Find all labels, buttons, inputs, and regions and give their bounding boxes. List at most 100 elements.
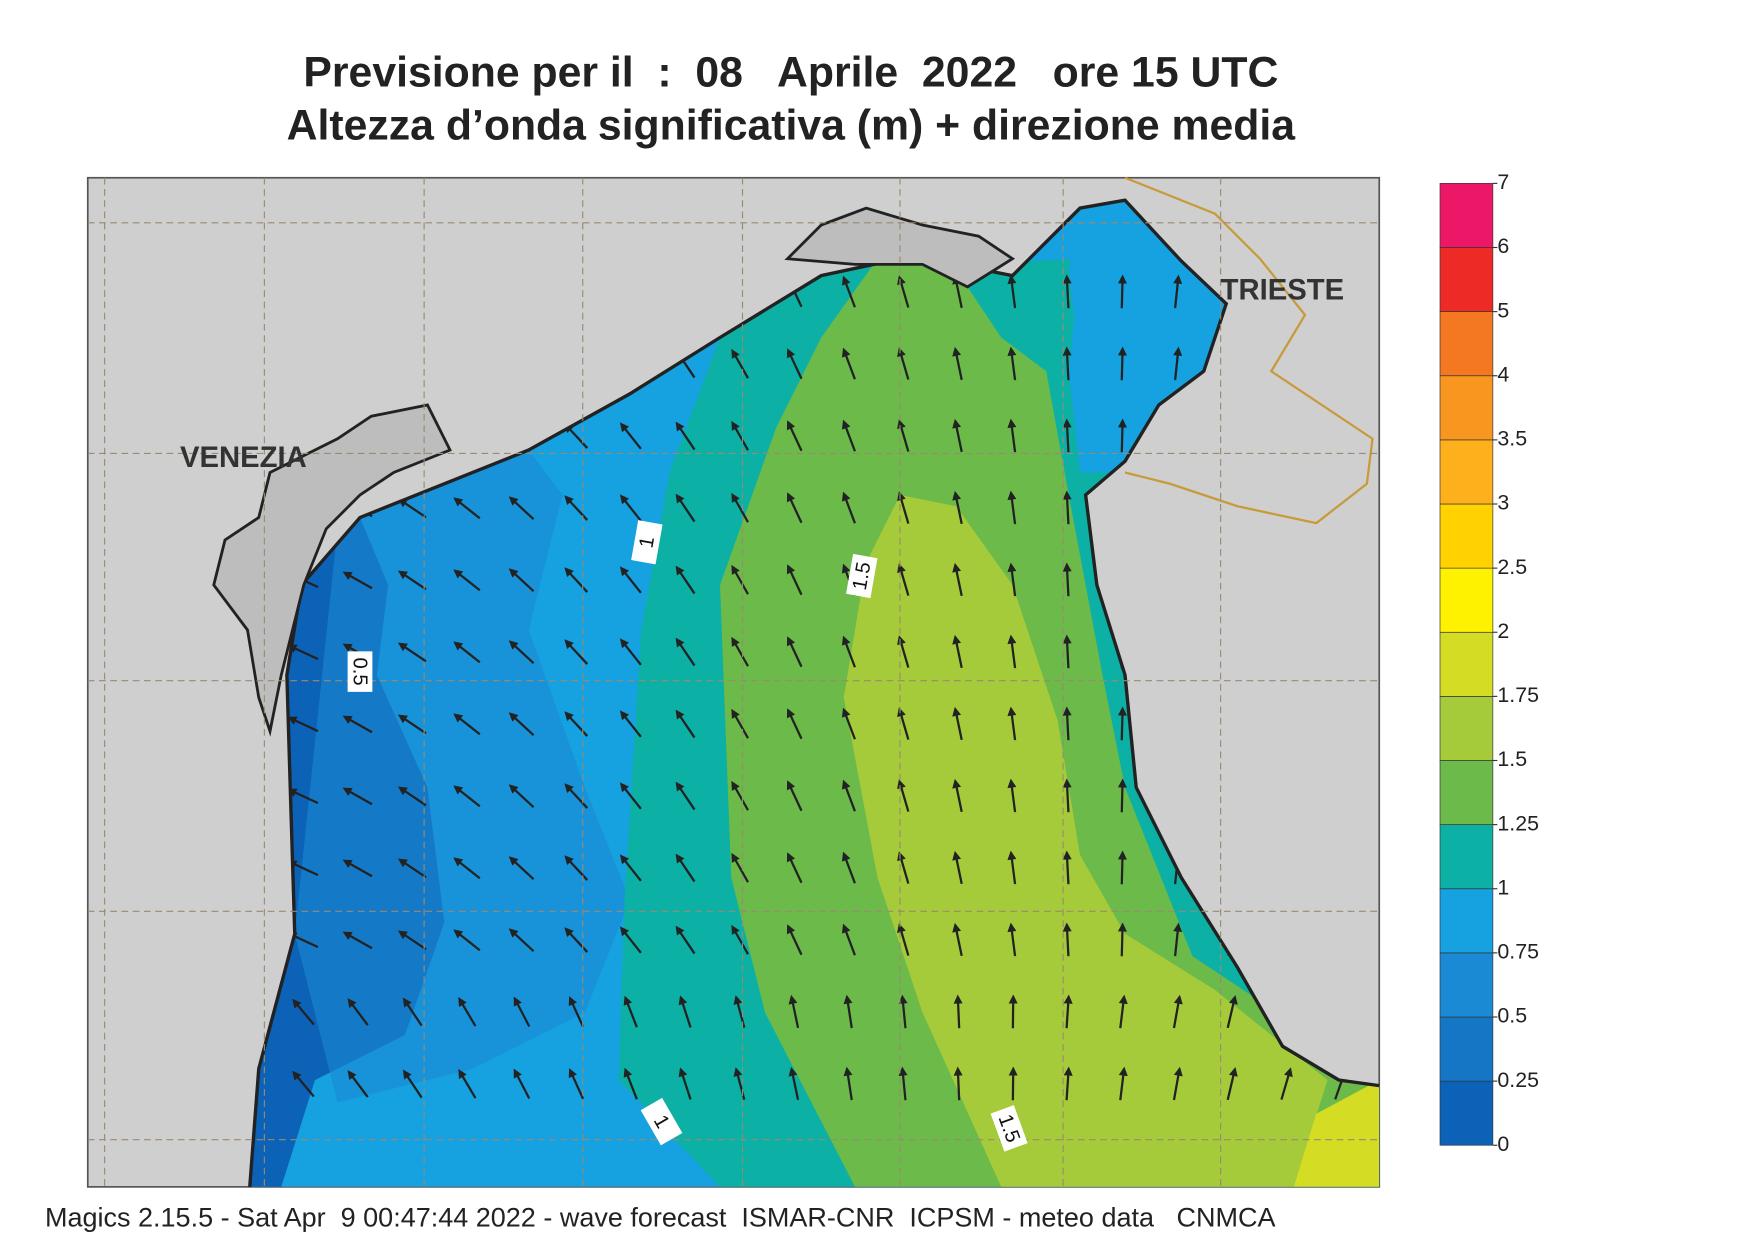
arrow <box>897 419 910 452</box>
arrow-head <box>1062 562 1072 572</box>
arrow-shaft <box>291 645 319 661</box>
arrow <box>453 641 481 664</box>
arrow-shaft <box>1065 854 1070 885</box>
contour-labels: 11.50.51 1.5 <box>347 520 1028 1152</box>
arrow-shaft <box>511 786 535 809</box>
arrow-shaft <box>1010 566 1017 597</box>
field-175-2 <box>1293 1080 1380 1187</box>
arrow-shaft <box>899 567 910 596</box>
arrow-head <box>402 997 412 1008</box>
arrow-head <box>897 563 906 574</box>
arrow <box>623 995 638 1028</box>
arrow-head <box>397 714 408 724</box>
arrow-shaft <box>401 716 427 735</box>
arrow <box>841 275 856 308</box>
arrow-head <box>786 564 796 575</box>
arrow-head <box>453 713 464 723</box>
arrow-head <box>675 637 685 648</box>
arrow-head <box>897 923 906 934</box>
arrow-head <box>458 997 467 1008</box>
arrow-head <box>841 779 851 790</box>
colorbar-bin <box>1439 311 1494 377</box>
arrow-shaft <box>569 1071 585 1100</box>
arrow-shaft <box>732 928 749 955</box>
arrow <box>402 997 423 1027</box>
arrow-shaft <box>566 497 589 521</box>
colorbar-label: 5 <box>1497 298 1509 322</box>
colorbar-bin <box>1439 952 1494 1018</box>
colorbar-bin <box>1439 567 1494 633</box>
arrow-shaft <box>401 788 427 807</box>
arrow <box>897 851 910 884</box>
arrow <box>1062 418 1072 453</box>
arrow-shaft <box>291 861 319 877</box>
arrow-shaft <box>901 998 907 1029</box>
footer: Magics 2.15.5 - Sat Apr 9 00:47:44 2022 … <box>45 1202 1276 1232</box>
arrow-shaft <box>788 783 803 812</box>
arrow <box>564 495 589 521</box>
arrow-head <box>952 634 962 645</box>
arrow-shaft <box>901 1070 907 1101</box>
arrow-head <box>841 707 851 718</box>
arrow-head <box>1062 634 1072 644</box>
arrow <box>1118 1066 1128 1101</box>
colorbar-label: 0 <box>1497 1132 1509 1156</box>
arrow-head <box>731 420 740 431</box>
arrow-head <box>898 994 908 1004</box>
colorbar-bin <box>1439 760 1494 825</box>
arrow <box>897 923 910 956</box>
arrow-shaft <box>621 569 642 594</box>
arrow-head <box>1228 1066 1238 1077</box>
arrow-shaft <box>732 424 749 451</box>
arrow <box>675 637 696 667</box>
arrow <box>564 639 589 665</box>
arrow <box>952 706 963 741</box>
arrow-shaft <box>346 860 373 878</box>
arrow-shaft <box>1010 350 1017 381</box>
arrow <box>675 781 696 811</box>
arrow-head <box>564 495 574 505</box>
arrow <box>731 852 749 883</box>
arrow-shaft <box>1065 350 1070 381</box>
arrow-head <box>952 706 962 717</box>
arrow-shaft <box>677 712 696 739</box>
arrow-shaft <box>459 1072 477 1099</box>
arrow-shaft <box>1065 566 1070 597</box>
arrow <box>678 995 692 1028</box>
arrow <box>953 994 963 1029</box>
arrow-shaft <box>954 423 963 453</box>
arrow <box>675 565 696 595</box>
arrow-shaft <box>349 1073 369 1098</box>
arrow <box>564 567 589 593</box>
arrow <box>1007 778 1017 813</box>
arrow-head <box>1007 274 1017 285</box>
arrow-head <box>675 493 685 504</box>
arrow-shaft <box>1120 926 1124 957</box>
place-label: TRIESTE <box>1221 274 1345 306</box>
arrow-shaft <box>954 711 963 741</box>
arrow-shaft <box>677 568 696 595</box>
arrow-head <box>397 930 408 940</box>
arrow <box>1226 1066 1238 1101</box>
arrow-shaft <box>511 498 535 521</box>
arrow <box>1007 274 1017 309</box>
arrow-head <box>1173 346 1183 357</box>
colorbar-label: 4 <box>1497 362 1509 386</box>
arrow-shaft <box>1065 998 1070 1029</box>
arrow-shaft <box>843 495 856 524</box>
arrow <box>1117 850 1127 885</box>
arrow <box>731 492 749 523</box>
arrow-head <box>1062 274 1072 284</box>
arrow <box>897 275 910 308</box>
arrow-shaft <box>401 572 427 591</box>
arrow-shaft <box>677 928 696 955</box>
arrow-shaft <box>346 716 373 734</box>
arrow-head <box>841 347 851 358</box>
arrow-shaft <box>788 351 803 380</box>
arrow <box>513 996 531 1027</box>
arrow-shaft <box>621 641 642 666</box>
colorbar-bin <box>1439 439 1494 505</box>
arrow-head <box>731 636 740 647</box>
arrow-head <box>841 635 851 646</box>
arrow-shaft <box>680 999 692 1028</box>
